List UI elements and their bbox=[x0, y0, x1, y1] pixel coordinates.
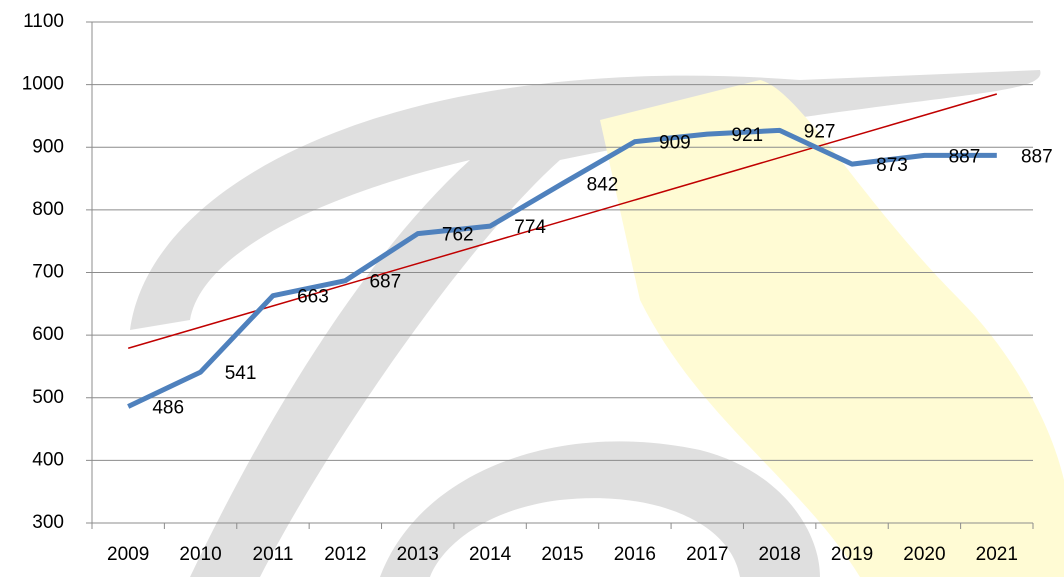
x-tick-label: 2017 bbox=[686, 544, 728, 565]
data-label: 909 bbox=[659, 133, 691, 154]
data-label: 541 bbox=[225, 363, 257, 384]
y-tick-label: 600 bbox=[32, 324, 64, 345]
x-tick-label: 2013 bbox=[397, 544, 439, 565]
x-tick-label: 2018 bbox=[759, 544, 801, 565]
y-tick-label: 1000 bbox=[22, 74, 64, 95]
data-label: 486 bbox=[152, 398, 184, 419]
x-tick-label: 2016 bbox=[614, 544, 656, 565]
chart: 300 400 500 600 700 800 900 1000 1100 2009 2010 201… bbox=[0, 0, 1064, 577]
x-tick-label: 2021 bbox=[976, 544, 1018, 565]
data-label: 921 bbox=[731, 125, 763, 146]
x-tick-label: 2014 bbox=[469, 544, 512, 565]
y-tick-label: 1100 bbox=[23, 11, 64, 32]
x-tick-label: 2015 bbox=[541, 544, 583, 565]
x-tick-label: 2019 bbox=[831, 544, 873, 565]
y-tick-label: 900 bbox=[32, 136, 64, 157]
data-label: 927 bbox=[804, 121, 836, 142]
y-tick-label: 400 bbox=[32, 449, 64, 470]
data-label: 774 bbox=[514, 217, 546, 238]
y-tick-label: 700 bbox=[32, 262, 64, 283]
data-label: 887 bbox=[1021, 146, 1053, 167]
x-tick-label: 2011 bbox=[253, 544, 294, 565]
data-label: 663 bbox=[297, 287, 329, 308]
y-tick-label: 500 bbox=[32, 387, 64, 408]
y-tick-label: 800 bbox=[32, 199, 64, 220]
x-tick-label: 2009 bbox=[107, 544, 149, 565]
y-tick-label: 300 bbox=[32, 512, 64, 533]
watermark bbox=[130, 70, 1064, 577]
data-label: 842 bbox=[587, 175, 619, 196]
x-tick-label: 2012 bbox=[324, 544, 366, 565]
data-label: 687 bbox=[369, 272, 401, 293]
data-label: 873 bbox=[876, 155, 908, 176]
x-tick-label: 2010 bbox=[179, 544, 221, 565]
data-label: 887 bbox=[949, 146, 981, 167]
data-label: 762 bbox=[442, 225, 474, 246]
x-tick-label: 2020 bbox=[903, 544, 945, 565]
